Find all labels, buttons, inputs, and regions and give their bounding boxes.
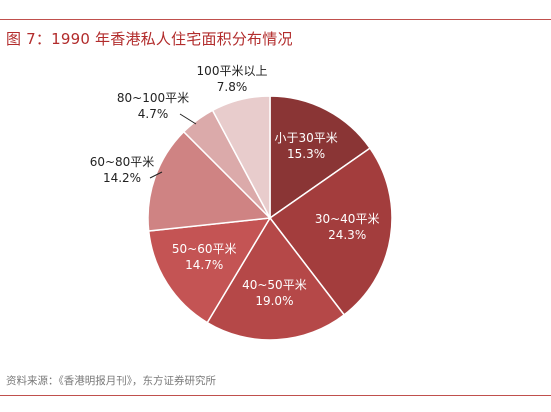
- source-note: 资料来源：《香港明报月刊》，东方证券研究所: [6, 375, 216, 387]
- leader-line-60-80: [149, 171, 163, 179]
- pie-slice-lt30: [269, 95, 372, 220]
- top-rule: [0, 19, 551, 20]
- slice-label-60-80: 60~80平米: [90, 155, 155, 169]
- slice-value-40-50: 19.0%: [255, 294, 293, 308]
- slice-label-50-60: 50~60平米: [172, 242, 237, 256]
- slice-value-gt100: 7.8%: [217, 80, 248, 94]
- slice-value-80-100: 4.7%: [138, 107, 169, 121]
- slice-label-40-50: 40~50平米: [242, 278, 307, 292]
- pie-slice-40-50: [206, 216, 346, 341]
- slice-label-gt100: 100平米以上: [197, 64, 268, 78]
- slice-value-50-60: 14.7%: [185, 258, 223, 272]
- pie-slice-60-80: [147, 130, 272, 232]
- slice-value-60-80: 14.2%: [103, 171, 141, 185]
- bottom-rule: [0, 395, 551, 396]
- pie-slice-30-40: [268, 147, 393, 316]
- pie-slice-50-60: [147, 217, 272, 324]
- pie-slice-gt100: [211, 95, 271, 219]
- chart-title: 图 7：1990 年香港私人住宅面积分布情况: [6, 30, 293, 48]
- slice-value-lt30: 15.3%: [287, 147, 325, 161]
- slice-value-30-40: 24.3%: [328, 228, 366, 242]
- slice-label-lt30: 小于30平米: [274, 131, 337, 145]
- leader-line-80-100: [179, 113, 197, 125]
- slice-label-30-40: 30~40平米: [315, 212, 380, 226]
- slice-label-80-100: 80~100平米: [117, 91, 189, 105]
